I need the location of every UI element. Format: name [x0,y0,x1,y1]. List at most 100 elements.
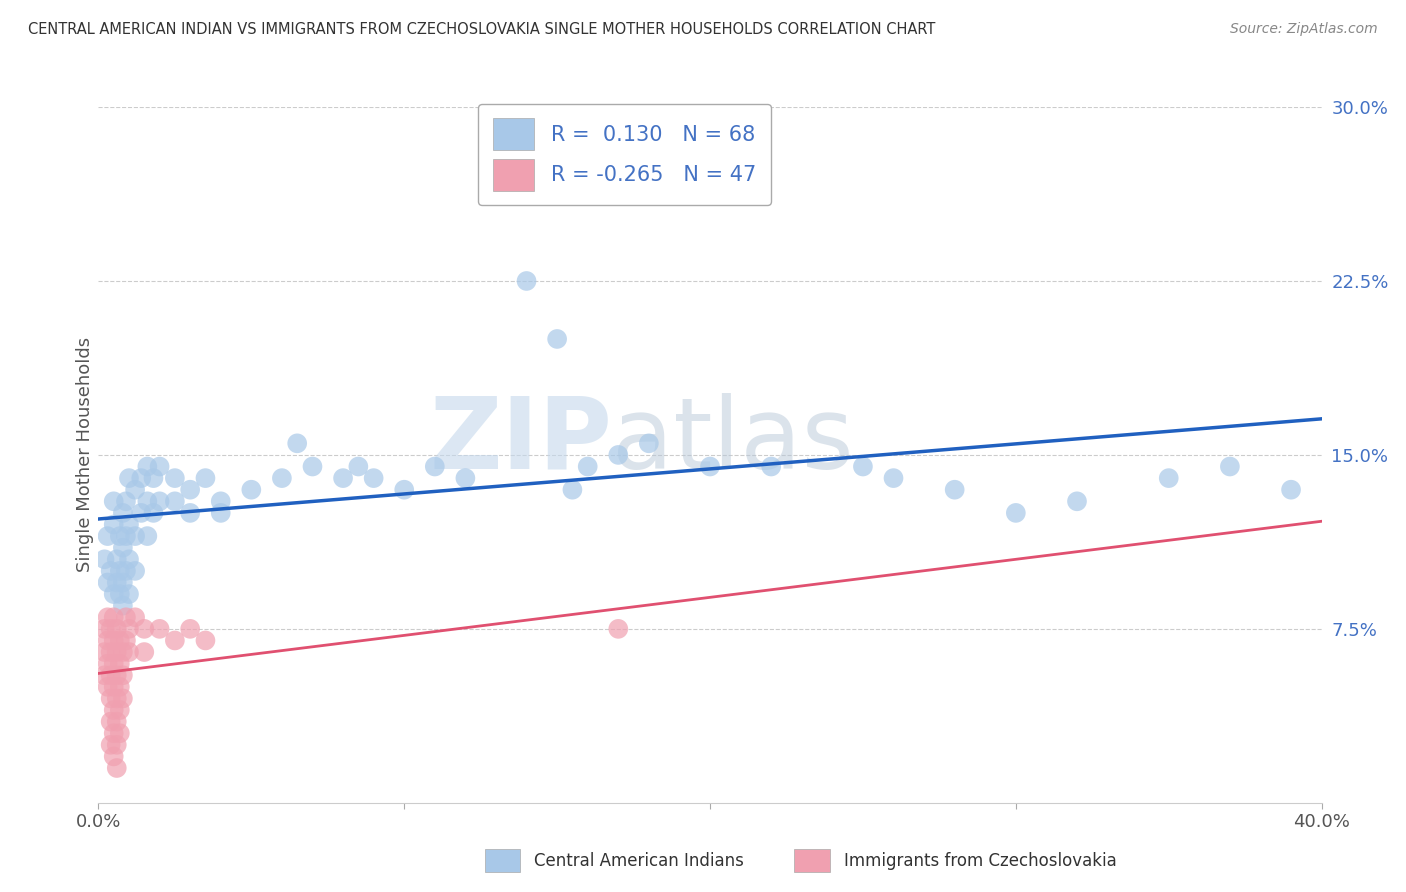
Point [546,332,568,346]
Point [129,506,152,520]
Point [347,459,370,474]
Point [118,517,141,532]
Y-axis label: Single Mother Households: Single Mother Households [76,337,94,573]
Point [103,610,125,624]
Point [142,506,165,520]
Point [103,494,125,508]
Point [607,448,630,462]
Point [115,494,138,508]
Point [179,622,201,636]
Point [118,645,141,659]
Point [111,645,134,659]
Point [883,471,905,485]
FancyBboxPatch shape [794,849,830,872]
Point [270,471,292,485]
Point [149,459,172,474]
Point [118,587,141,601]
Point [108,726,131,740]
Point [97,575,120,590]
Point [1279,483,1302,497]
Point [103,680,125,694]
Point [516,274,538,288]
Point [105,645,128,659]
Point [108,657,131,671]
Point [240,483,263,497]
Point [134,645,156,659]
Point [108,587,131,601]
Point [163,494,186,508]
Point [301,459,323,474]
Point [115,633,138,648]
Point [100,622,122,636]
Point [100,564,122,578]
Text: CENTRAL AMERICAN INDIAN VS IMMIGRANTS FROM CZECHOSLOVAKIA SINGLE MOTHER HOUSEHOL: CENTRAL AMERICAN INDIAN VS IMMIGRANTS FR… [28,22,935,37]
Point [108,633,131,648]
Point [561,483,583,497]
Point [103,633,125,648]
Point [111,575,134,590]
Point [118,552,141,566]
Point [209,506,232,520]
Point [103,749,125,764]
Point [118,622,141,636]
Point [124,564,146,578]
Point [100,738,122,752]
Point [108,564,131,578]
Point [100,645,122,659]
Text: Source: ZipAtlas.com: Source: ZipAtlas.com [1230,22,1378,37]
Point [97,657,120,671]
Point [105,738,128,752]
Point [392,483,416,497]
Point [111,541,134,555]
Point [105,552,128,566]
Point [115,564,138,578]
Point [124,529,146,543]
Text: Central American Indians: Central American Indians [534,852,744,870]
Point [332,471,354,485]
Point [699,459,721,474]
Point [285,436,308,450]
Point [103,703,125,717]
Point [100,714,122,729]
Point [111,506,134,520]
Point [149,494,172,508]
Point [136,459,159,474]
Point [194,633,217,648]
Point [97,529,120,543]
Point [163,633,186,648]
Point [194,471,217,485]
Point [576,459,599,474]
Point [97,610,120,624]
Point [454,471,477,485]
Point [103,657,125,671]
Point [93,622,115,636]
Point [163,471,186,485]
Text: ZIP: ZIP [429,392,612,490]
Point [103,517,125,532]
Point [105,622,128,636]
Point [423,459,446,474]
Point [943,483,966,497]
Point [637,436,661,450]
Point [111,668,134,682]
Point [111,599,134,613]
Point [105,575,128,590]
Point [105,761,128,775]
Point [179,483,201,497]
Point [136,529,159,543]
Point [115,610,138,624]
Point [100,668,122,682]
Point [852,459,875,474]
Point [108,680,131,694]
Point [105,668,128,682]
Point [179,506,201,520]
Legend: R =  0.130   N = 68, R = -0.265   N = 47: R = 0.130 N = 68, R = -0.265 N = 47 [478,103,770,205]
Point [129,471,152,485]
Point [759,459,782,474]
Point [93,668,115,682]
Point [485,169,508,184]
Point [108,703,131,717]
Point [142,471,165,485]
Point [105,691,128,706]
Point [1004,506,1026,520]
